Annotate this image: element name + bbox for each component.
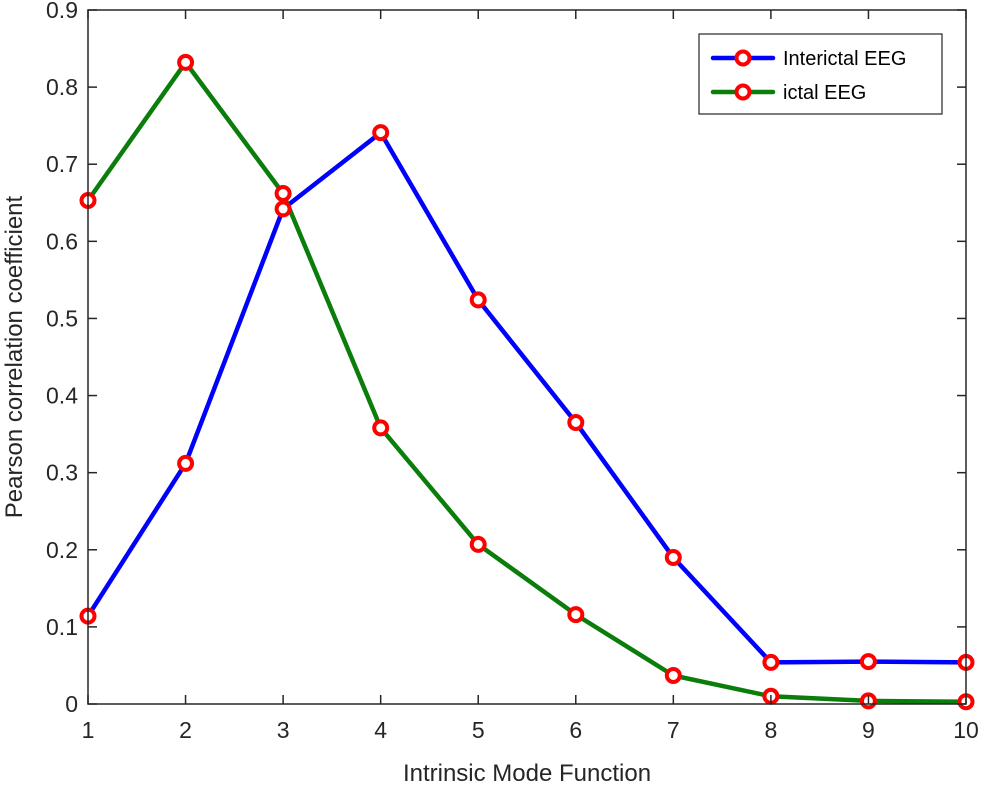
y-tick-label: 0.5 bbox=[46, 305, 78, 331]
y-tick-label: 0.8 bbox=[46, 74, 78, 100]
data-point bbox=[567, 606, 585, 624]
y-tick-label: 0.2 bbox=[46, 537, 78, 563]
legend-label-2: ictal EEG bbox=[783, 82, 866, 104]
x-tick-label: 9 bbox=[862, 717, 875, 743]
y-tick-label: 0.4 bbox=[46, 383, 78, 409]
x-tick-label: 2 bbox=[179, 717, 192, 743]
data-point bbox=[859, 653, 877, 671]
legend: Interictal EEG ictal EEG bbox=[698, 33, 943, 115]
data-point bbox=[664, 549, 682, 566]
data-point bbox=[469, 535, 487, 553]
y-tick-label: 0 bbox=[65, 691, 78, 717]
legend-marker-1 bbox=[734, 49, 752, 67]
data-point bbox=[567, 414, 585, 431]
x-tick-label: 1 bbox=[82, 717, 95, 743]
x-axis-title: Intrinsic Mode Function bbox=[403, 760, 651, 786]
axes-layer: 1 2 3 4 5 6 7 8 9 10 0 0.1 0.2 0.3 0.4 0.5 0.6 0.7 0.8 0.9 bbox=[46, 0, 979, 743]
data-point bbox=[469, 291, 487, 309]
legend-label-1: Interictal EEG bbox=[783, 48, 906, 70]
y-tick-label: 0.7 bbox=[46, 151, 78, 177]
data-point bbox=[177, 454, 195, 472]
y-axis-title: Pearson correlation coefficient bbox=[1, 195, 28, 518]
x-tick-label: 7 bbox=[667, 717, 680, 743]
series-line-1 bbox=[85, 130, 969, 665]
series-line-2 bbox=[85, 60, 969, 704]
y-tick-label: 0.9 bbox=[46, 0, 78, 23]
legend-box bbox=[698, 33, 943, 115]
legend-marker-2 bbox=[734, 83, 752, 101]
x-tick-label: 6 bbox=[569, 717, 582, 743]
x-tick-label: 4 bbox=[374, 717, 387, 743]
x-tick-label: 10 bbox=[953, 717, 979, 743]
data-point bbox=[177, 53, 195, 71]
data-point bbox=[372, 124, 390, 142]
y-tick-label: 0.1 bbox=[46, 614, 78, 640]
x-tick-label: 8 bbox=[764, 717, 777, 743]
data-point bbox=[274, 200, 292, 218]
data-point bbox=[762, 653, 780, 671]
data-point bbox=[372, 419, 390, 437]
y-tick-label: 0.3 bbox=[46, 460, 78, 486]
data-point bbox=[274, 185, 292, 202]
y-tick-label: 0.6 bbox=[46, 228, 78, 254]
x-tick-label: 5 bbox=[472, 717, 485, 743]
data-point bbox=[664, 667, 682, 684]
x-tick-label: 3 bbox=[277, 717, 290, 743]
axes-frame bbox=[87, 9, 967, 705]
